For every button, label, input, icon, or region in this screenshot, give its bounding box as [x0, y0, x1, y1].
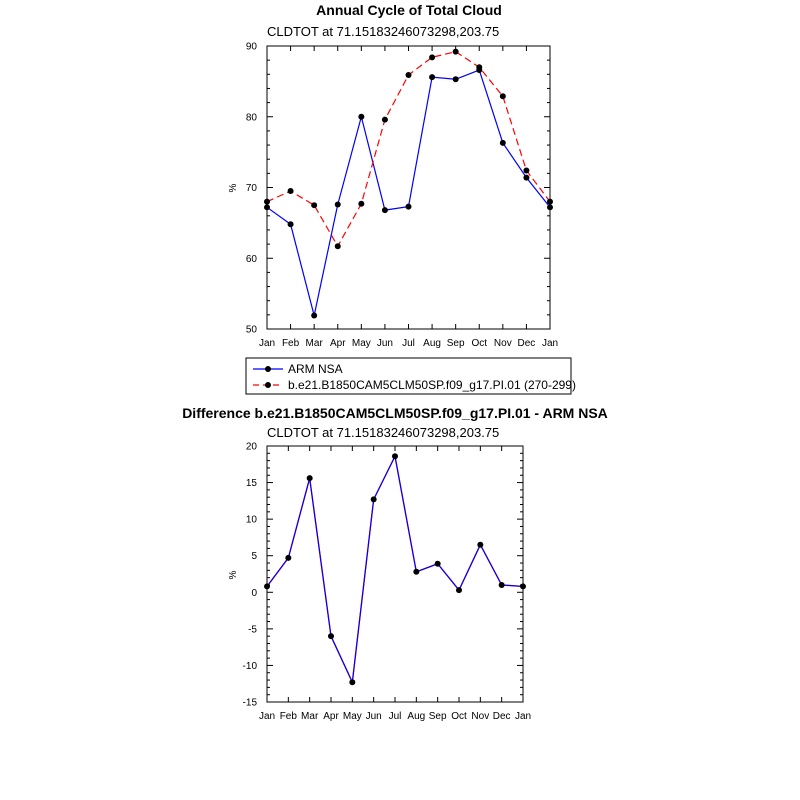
legend-model-label: b.e21.B1850CAM5CLM50SP.f09_g17.PI.01 (27…: [288, 378, 576, 392]
chart2-series-0-point: [306, 475, 313, 482]
chart1-legend: ARM NSA b.e21.B1850CAM5CLM50SP.f09_g17.P…: [245, 357, 576, 395]
chart1-plot: Jan Feb Mar Apr May Jun Jul Aug Sep Oct Nov Dec Jan5…: [246, 42, 558, 350]
chart2-xtick-label: Sep: [429, 711, 447, 722]
chart1-series-0-point: [334, 201, 341, 208]
chart1-series-1-point: [452, 48, 459, 55]
chart2-ytick-label: -15: [243, 698, 258, 709]
chart1-series-0-point: [381, 207, 388, 214]
chart1-xtick-label: Feb: [282, 338, 300, 349]
chart1-series-1-point: [429, 54, 436, 61]
chart2-series-0-point: [349, 679, 356, 686]
chart2-subtitle: CLDTOT at 71.15183246073298,203.75: [267, 425, 499, 440]
chart2-title: Difference b.e21.B1850CAM5CLM50SP.f09_g1…: [182, 405, 608, 421]
chart1-series-0-point: [547, 204, 553, 211]
chart2-ytick-label: 5: [251, 551, 257, 562]
chart1-xtick-label: May: [352, 338, 371, 349]
chart1-xtick-label: Dec: [518, 338, 536, 349]
chart2-ylabel: %: [228, 570, 239, 579]
chart1-xtick-label: Mar: [306, 338, 324, 349]
chart1-series-1-point: [311, 202, 318, 209]
chart2-plot: Jan Feb Mar Apr May Jun Jul Aug Sep Oct Nov Dec Jan-…: [243, 442, 532, 723]
chart1-series-0-point: [405, 203, 412, 210]
chart1-series-0-point: [311, 312, 318, 319]
chart1-series-0-point: [523, 174, 530, 181]
chart1-series-1-point: [334, 243, 341, 250]
chart1-ytick-label: 60: [246, 254, 258, 265]
chart2-series-0-point: [285, 554, 292, 561]
chart1-ylabel: %: [228, 183, 239, 192]
chart2-xtick-label: Feb: [280, 711, 298, 722]
chart1-xtick-label: Nov: [494, 338, 512, 349]
chart2-xtick-label: Jun: [366, 711, 382, 722]
chart1-xtick-label: Jun: [377, 338, 393, 349]
chart2-series-0-point: [477, 541, 484, 548]
chart1-xtick-label: Oct: [471, 338, 487, 349]
chart2-xtick-label: Dec: [493, 711, 511, 722]
chart1-title: Annual Cycle of Total Cloud: [316, 2, 502, 18]
chart2-series-0-point: [264, 583, 270, 590]
chart1-series-1-point: [405, 72, 412, 79]
chart2-xtick-label: Jan: [515, 711, 531, 722]
chart1-xtick-label: Apr: [330, 338, 346, 349]
chart2-ytick-label: -10: [243, 661, 258, 672]
chart2-series-0-point: [456, 587, 462, 594]
chart1-xtick-label: Jan: [259, 338, 275, 349]
chart1-series-1-point: [264, 198, 270, 205]
chart1-series-1-point: [476, 64, 483, 71]
chart2-series-0-line: [266, 454, 524, 685]
legend-model-marker: [265, 382, 271, 388]
chart1-ytick-label: 70: [246, 183, 258, 194]
chart2-series-0-point: [498, 581, 505, 588]
chart2-series-0-point: [328, 633, 334, 640]
chart1-ytick-label: 80: [246, 112, 258, 123]
chart1-series-1-point: [547, 198, 553, 205]
chart1-series-1-point: [287, 188, 294, 195]
chart2-ytick-label: 10: [246, 515, 258, 526]
chart1-ytick-label: 90: [246, 42, 258, 53]
chart1-xtick-label: Jan: [542, 338, 558, 349]
chart2-series-0-point: [392, 453, 398, 460]
chart1-series-1-point: [358, 200, 365, 207]
chart2-ytick-label: 15: [246, 478, 258, 489]
chart1-subtitle: CLDTOT at 71.15183246073298,203.75: [267, 24, 499, 39]
chart1-xtick-label: Jul: [402, 338, 415, 349]
chart2-ytick-label: -5: [248, 624, 257, 635]
chart1-series-0-point: [452, 76, 459, 83]
chart1-series-1-point: [523, 167, 530, 174]
chart2-series-0-point: [520, 583, 526, 590]
chart1-series-1-point: [381, 116, 388, 123]
chart1-series-0-point: [264, 204, 270, 211]
chart1-series-0-point: [358, 113, 365, 120]
chart1-xtick-label: Sep: [447, 338, 465, 349]
legend-arm-marker: [265, 366, 271, 372]
chart2-xtick-label: Mar: [301, 711, 319, 722]
chart2-series-0-point: [413, 568, 420, 575]
chart1-series-0-point: [499, 139, 506, 146]
chart2-xtick-label: Aug: [407, 711, 425, 722]
chart1-series-0-point: [429, 74, 436, 81]
chart1-xtick-label: Aug: [423, 338, 441, 349]
legend-box: [245, 357, 572, 395]
chart2-xtick-label: Nov: [471, 711, 489, 722]
chart2-series-0-point: [370, 496, 377, 503]
chart2-xtick-label: May: [343, 711, 362, 722]
chart2-xtick-label: Jan: [259, 711, 275, 722]
chart1-series-1-point: [499, 93, 506, 100]
legend-arm-label: ARM NSA: [288, 362, 343, 376]
chart2-xtick-label: Oct: [451, 711, 467, 722]
chart2-ytick-label: 20: [246, 442, 258, 453]
chart1-frame: [266, 45, 551, 330]
chart2-xtick-label: Apr: [323, 711, 339, 722]
chart1-series-0-point: [287, 221, 294, 228]
chart2-series-overlay-line: [266, 454, 524, 685]
chart2-xtick-label: Jul: [389, 711, 402, 722]
chart2-series-0-point: [434, 560, 441, 567]
chart2-frame: [266, 445, 524, 703]
chart1-series-0-line: [266, 69, 551, 316]
chart1-ytick-label: 50: [246, 325, 258, 336]
chart2-ytick-label: 0: [251, 588, 257, 599]
